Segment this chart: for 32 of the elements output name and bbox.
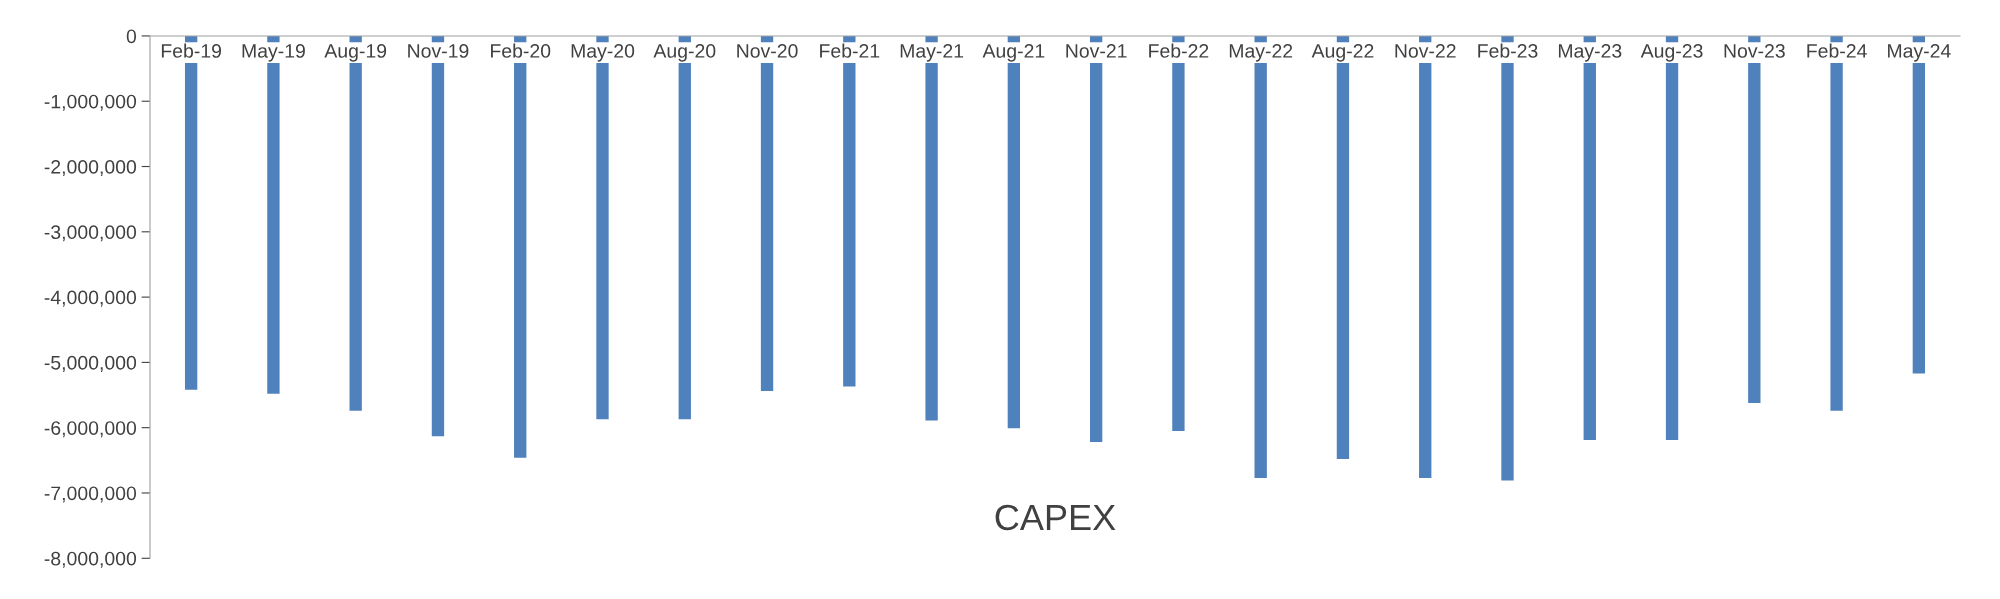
y-tick-label: 0 xyxy=(126,29,137,44)
x-tick-label: Aug-20 xyxy=(653,44,716,62)
x-tick-label: Nov-22 xyxy=(1395,44,1456,58)
x-tick-label: Feb-20 xyxy=(491,43,551,58)
y-tick-label: -2,000,000 xyxy=(44,159,137,177)
x-tick-label: Nov-23 xyxy=(1724,44,1785,58)
x-tick-label: Feb-19 xyxy=(161,43,222,58)
x-tick-label: May-20 xyxy=(571,44,635,62)
x-tick-label: Aug-23 xyxy=(1640,44,1703,62)
x-tick-label: May-21 xyxy=(900,44,964,62)
x-tick-label: Nov-19 xyxy=(408,44,469,58)
x-tick-label: May-19 xyxy=(242,44,305,62)
x-tick-label: Feb-24 xyxy=(1807,43,1867,58)
x-tick-label: Aug-19 xyxy=(324,44,387,62)
x-tick-label: Aug-22 xyxy=(1311,44,1374,62)
y-tick-label: -6,000,000 xyxy=(44,421,137,438)
x-tick-label: Aug-21 xyxy=(982,44,1045,62)
x-tick-label: Feb-23 xyxy=(1478,43,1538,58)
y-tick-label: -8,000,000 xyxy=(44,551,137,568)
x-tick-label: Nov-20 xyxy=(737,44,798,58)
y-tick-label: -3,000,000 xyxy=(44,225,137,242)
text: CAPEX xyxy=(995,504,1116,531)
y-tick-label: -7,000,000 xyxy=(44,486,137,503)
x-tick-label: Feb-21 xyxy=(820,43,880,58)
x-tick-label: May-22 xyxy=(1229,44,1293,62)
y-tick-label: -4,000,000 xyxy=(44,290,137,307)
y-tick-label: -1,000,000 xyxy=(44,94,137,111)
x-tick-label: Feb-22 xyxy=(1149,43,1209,58)
x-tick-label: May-24 xyxy=(1888,44,1951,62)
y-tick-label: -5,000,000 xyxy=(44,355,137,372)
x-tick-label: May-23 xyxy=(1558,44,1622,62)
x-tick-label: Nov-21 xyxy=(1066,44,1127,58)
